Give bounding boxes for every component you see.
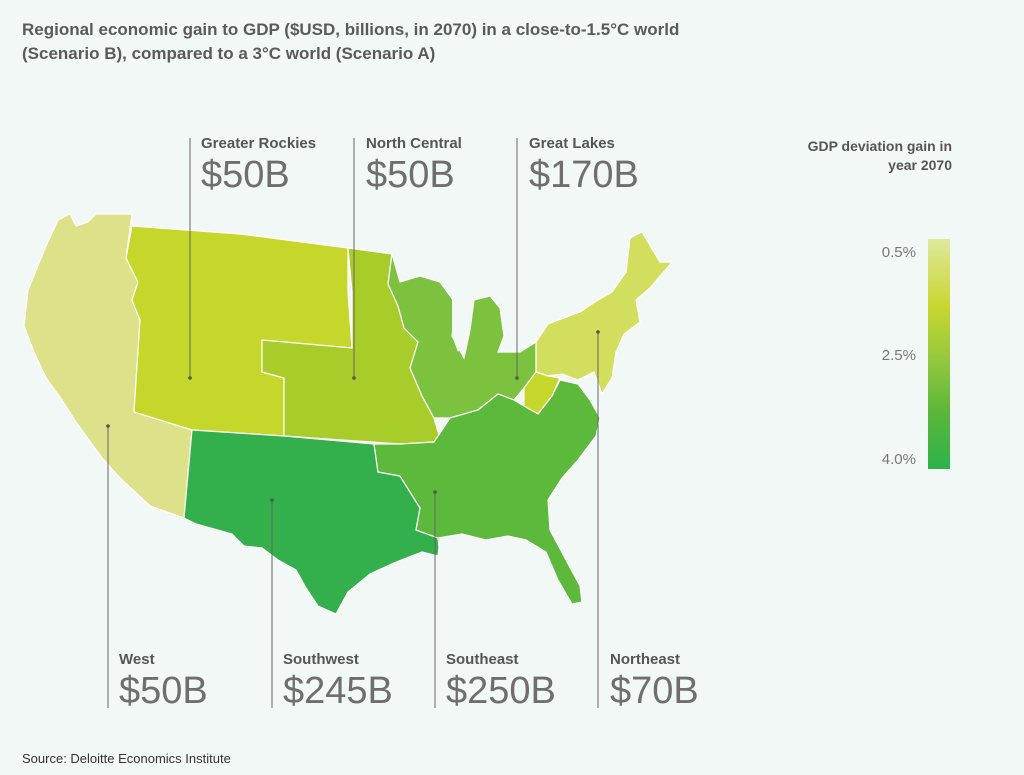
chart-title: Regional economic gain to GDP ($USD, bil… [22, 20, 680, 63]
source-note: Source: Deloitte Economics Institute [22, 751, 231, 766]
region-value: $245B [283, 670, 393, 712]
region-name: Northeast [610, 651, 681, 668]
legend-tick-mid: 2.5% [881, 347, 916, 364]
region-name: Southeast [446, 651, 519, 668]
legend-color-scale [928, 239, 950, 469]
region-name: Greater Rockies [201, 135, 317, 152]
region-northeast[interactable] [535, 231, 674, 396]
region-value: $50B [119, 670, 208, 712]
region-name: Great Lakes [529, 135, 615, 152]
legend-title: GDP deviation gain in year 2070 [807, 138, 952, 173]
label-southwest: Southwest $245B [283, 651, 393, 712]
legend-tick-low: 0.5% [881, 244, 916, 261]
label-northeast: Northeast $70B [610, 651, 699, 712]
legend-tick-high: 4.0% [881, 451, 916, 468]
region-name: Southwest [283, 651, 359, 668]
label-north-central: North Central $50B [366, 135, 462, 196]
region-value: $70B [610, 670, 699, 712]
region-value: $50B [201, 154, 290, 196]
region-value: $170B [529, 154, 639, 196]
region-southeast[interactable] [373, 379, 601, 605]
label-west: West $50B [119, 651, 208, 712]
region-value: $250B [446, 670, 556, 712]
label-great-lakes: Great Lakes $170B [529, 135, 639, 196]
region-name: West [119, 651, 155, 668]
lake-michigan [452, 292, 470, 352]
label-greater-rockies: Greater Rockies $50B [201, 135, 316, 196]
region-value: $50B [366, 154, 455, 196]
region-name: North Central [366, 135, 462, 152]
label-southeast: Southeast $250B [446, 651, 556, 712]
